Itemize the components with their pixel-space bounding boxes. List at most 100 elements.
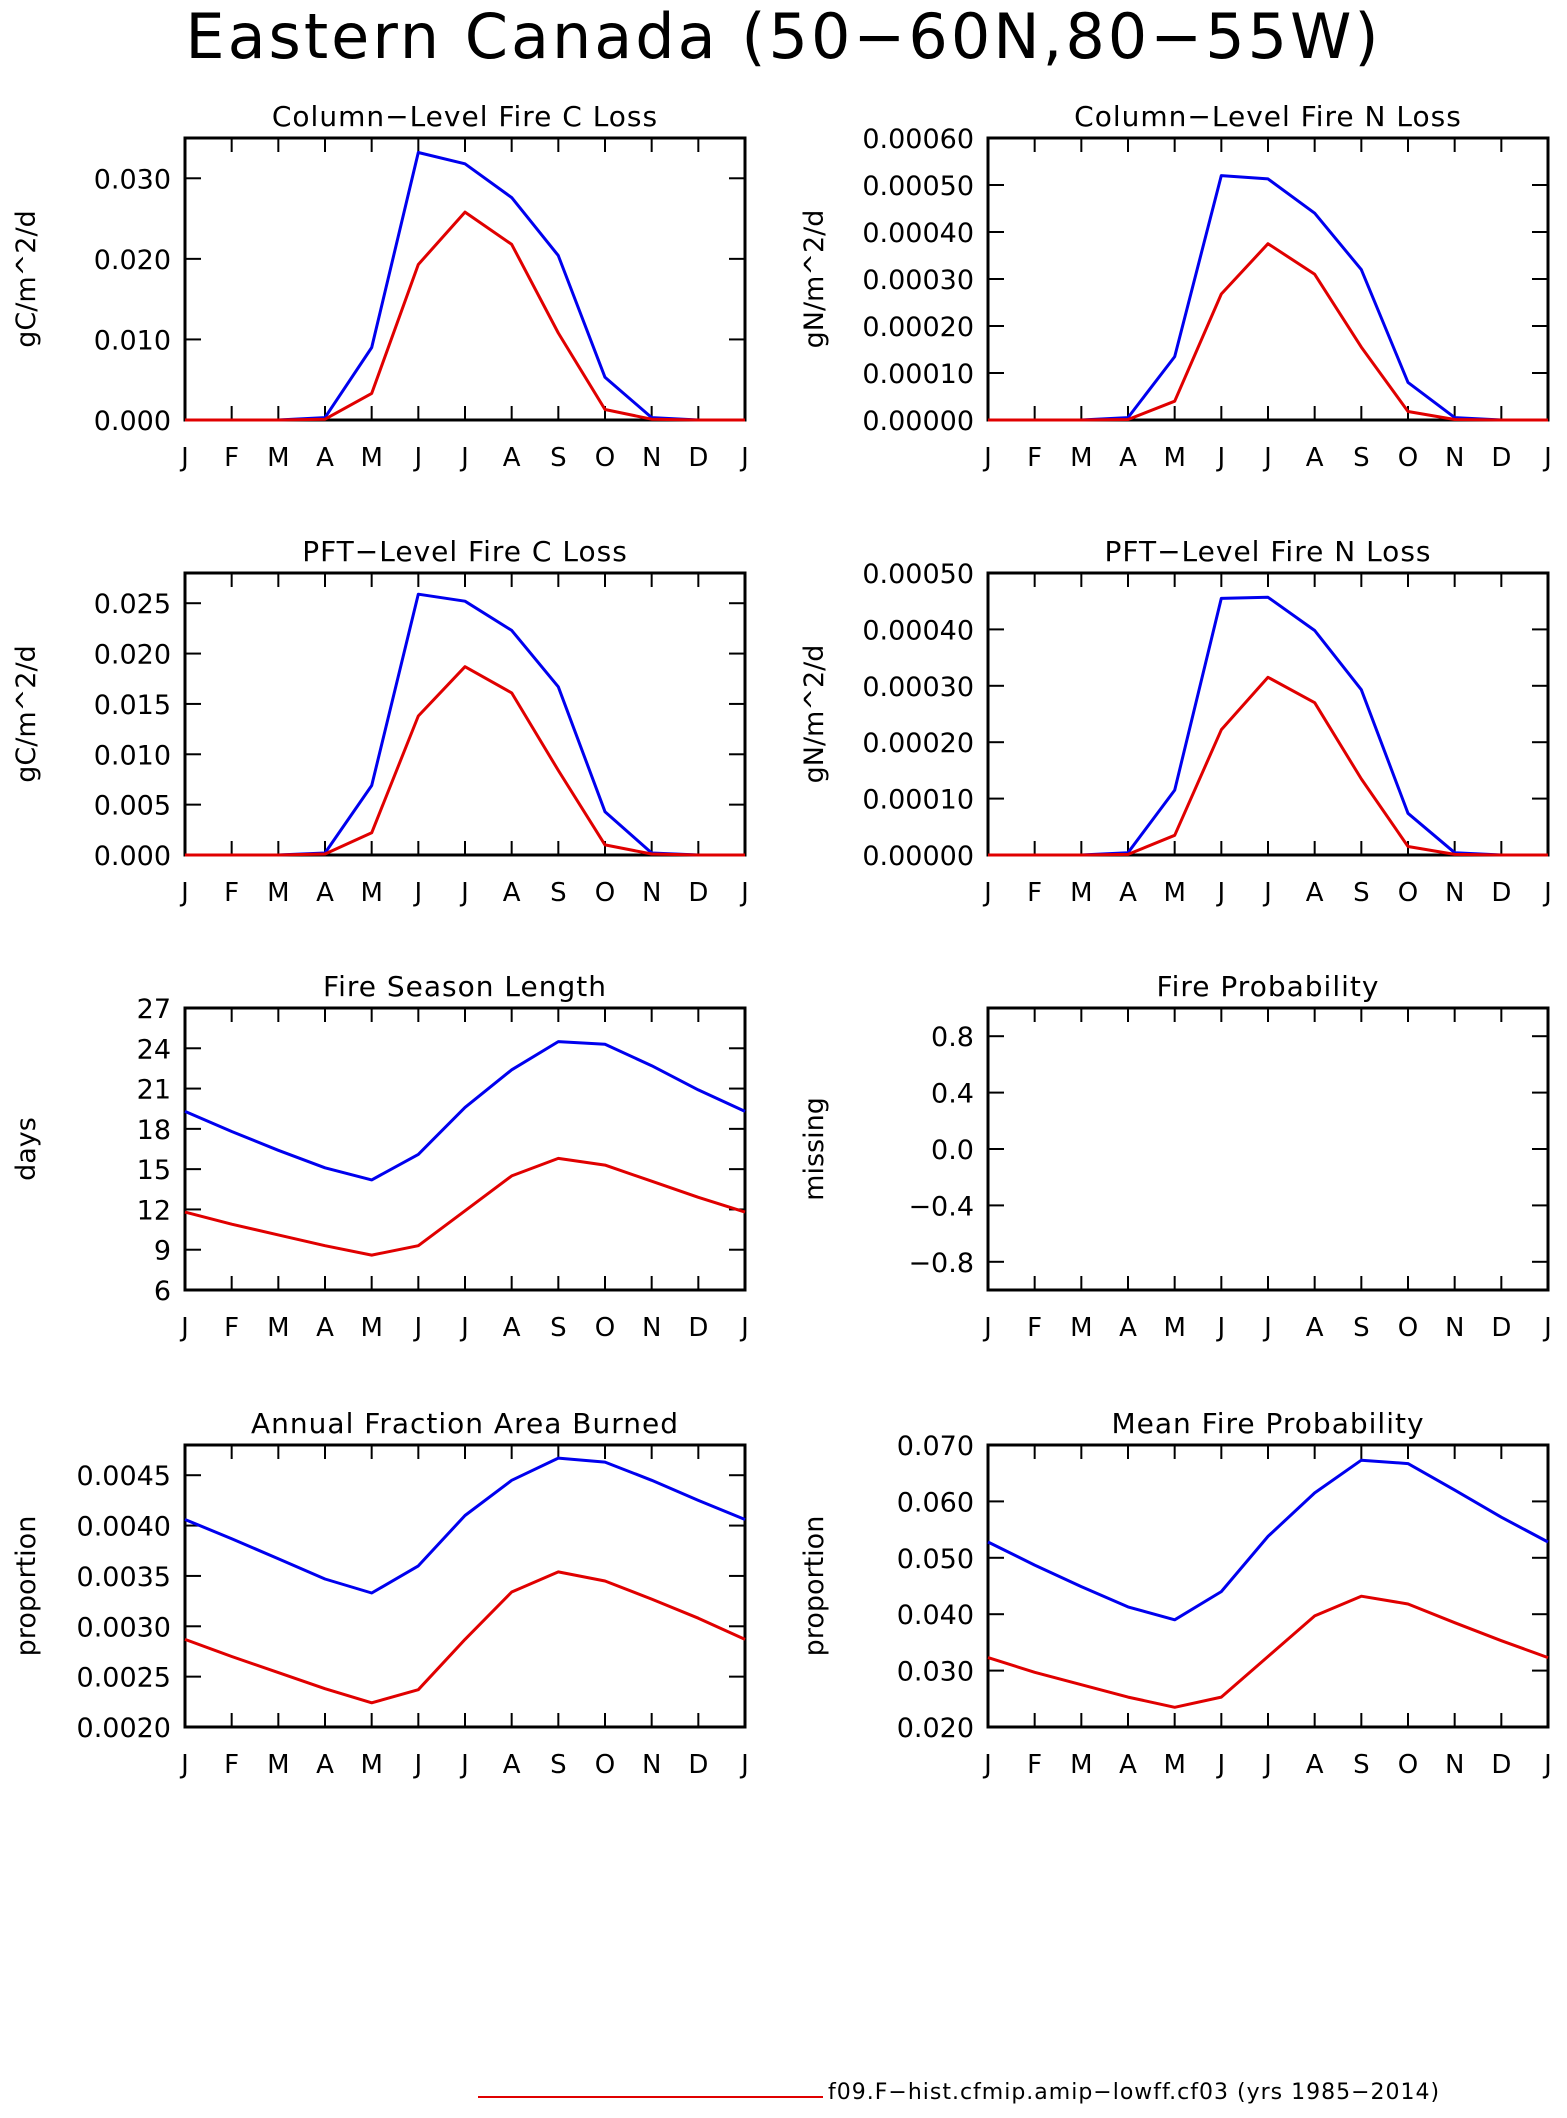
series-line-blue <box>185 151 745 422</box>
x-tick-label: J <box>739 1313 749 1343</box>
x-tick-label: F <box>224 1750 239 1780</box>
x-tick-label: J <box>1215 878 1225 908</box>
x-tick-label: D <box>688 878 708 908</box>
x-tick-label: S <box>1353 1750 1370 1780</box>
y-tick-label: 0.00040 <box>862 615 974 646</box>
x-tick-label: D <box>1491 1750 1511 1780</box>
y-axis-label: missing <box>799 1097 830 1201</box>
x-tick-label: M <box>360 1750 382 1780</box>
x-tick-label: J <box>1215 1313 1225 1343</box>
x-tick-label: F <box>1027 878 1042 908</box>
x-tick-label: J <box>459 443 469 473</box>
x-tick-label: J <box>1215 1750 1225 1780</box>
legend: f09.F−hist.cfmip.amip−lowff.cf03 (yrs 19… <box>0 2080 1567 2112</box>
x-tick-label: A <box>1306 1313 1324 1343</box>
y-tick-label: 0.00020 <box>862 312 974 343</box>
x-tick-label: A <box>316 878 334 908</box>
x-tick-label: M <box>360 443 382 473</box>
y-tick-label: 12 <box>137 1195 171 1226</box>
x-tick-label: D <box>688 443 708 473</box>
x-tick-label: J <box>1262 1750 1272 1780</box>
y-axis-label: gN/m^2/d <box>799 645 830 784</box>
x-tick-label: M <box>267 1313 289 1343</box>
x-tick-label: J <box>1542 1750 1552 1780</box>
x-tick-label: M <box>267 878 289 908</box>
x-tick-label: O <box>595 443 615 473</box>
y-axis-label: proportion <box>11 1516 42 1657</box>
y-tick-label: 0.015 <box>94 690 171 721</box>
series-line-red <box>987 1594 1549 1709</box>
series-line-blue <box>184 1456 746 1595</box>
x-tick-label: J <box>179 1313 189 1343</box>
x-tick-label: O <box>1398 878 1418 908</box>
x-tick-label: N <box>642 878 661 908</box>
series-line-red <box>185 665 745 857</box>
y-tick-label: 0.025 <box>94 589 171 620</box>
x-tick-label: F <box>224 443 239 473</box>
x-tick-label: O <box>595 1313 615 1343</box>
x-tick-label: J <box>1542 443 1552 473</box>
x-tick-label: J <box>1262 878 1272 908</box>
y-axis-label: gC/m^2/d <box>11 645 42 782</box>
y-tick-label: 0.0 <box>931 1135 974 1166</box>
series-line-blue <box>185 592 745 857</box>
x-tick-label: O <box>595 1750 615 1780</box>
x-tick-label: N <box>642 1313 661 1343</box>
y-tick-label: 0.005 <box>94 791 171 822</box>
x-tick-label: A <box>1306 878 1324 908</box>
y-tick-label: 0.070 <box>897 1431 974 1462</box>
y-tick-label: 0.00030 <box>862 672 974 703</box>
x-tick-label: A <box>316 1750 334 1780</box>
x-tick-label: M <box>1070 1750 1092 1780</box>
y-axis-label: gN/m^2/d <box>799 210 830 349</box>
x-tick-label: N <box>1445 878 1464 908</box>
x-tick-label: N <box>1445 1313 1464 1343</box>
y-tick-label: 0.00050 <box>862 559 974 590</box>
x-tick-label: A <box>503 443 521 473</box>
series-line-red <box>988 675 1548 857</box>
y-tick-label: 0.020 <box>897 1713 974 1744</box>
x-tick-label: F <box>1027 1313 1042 1343</box>
x-tick-label: O <box>1398 1313 1418 1343</box>
x-tick-label: S <box>1353 443 1370 473</box>
y-tick-label: 0.040 <box>897 1600 974 1631</box>
x-tick-label: A <box>316 1313 334 1343</box>
y-tick-label: 0.00000 <box>862 406 974 437</box>
x-tick-label: D <box>688 1750 708 1780</box>
x-tick-label: M <box>267 1750 289 1780</box>
y-tick-label: 0.4 <box>931 1079 974 1110</box>
x-tick-label: F <box>1027 443 1042 473</box>
x-tick-label: S <box>1353 1313 1370 1343</box>
x-tick-label: A <box>1119 878 1137 908</box>
x-tick-label: O <box>1398 1750 1418 1780</box>
plot-frame <box>986 571 1550 857</box>
x-tick-label: N <box>642 1750 661 1780</box>
x-tick-label: S <box>550 1750 567 1780</box>
x-tick-label: J <box>739 878 749 908</box>
x-tick-label: O <box>595 878 615 908</box>
y-tick-label: 15 <box>137 1155 171 1186</box>
x-tick-label: J <box>982 443 992 473</box>
y-tick-label: 0.0035 <box>77 1562 171 1593</box>
plot-frame <box>183 1006 747 1292</box>
y-tick-label: 0.00000 <box>862 841 974 872</box>
x-tick-label: J <box>459 1750 469 1780</box>
y-tick-label: 18 <box>137 1115 171 1146</box>
x-tick-label: J <box>982 878 992 908</box>
x-tick-label: M <box>360 878 382 908</box>
x-tick-label: J <box>179 1750 189 1780</box>
x-tick-label: O <box>1398 443 1418 473</box>
x-tick-label: J <box>412 1313 422 1343</box>
y-tick-label: −0.8 <box>908 1248 974 1279</box>
x-tick-label: J <box>459 1313 469 1343</box>
series-line-blue <box>987 1458 1549 1622</box>
legend-label: f09.F−hist.cfmip.amip−lowff.cf03 (yrs 19… <box>828 2080 1441 2105</box>
x-tick-label: M <box>1070 443 1092 473</box>
plot-frame <box>986 1443 1550 1729</box>
x-tick-label: N <box>1445 1750 1464 1780</box>
chart-title: Column−Level Fire C Loss <box>272 100 658 133</box>
